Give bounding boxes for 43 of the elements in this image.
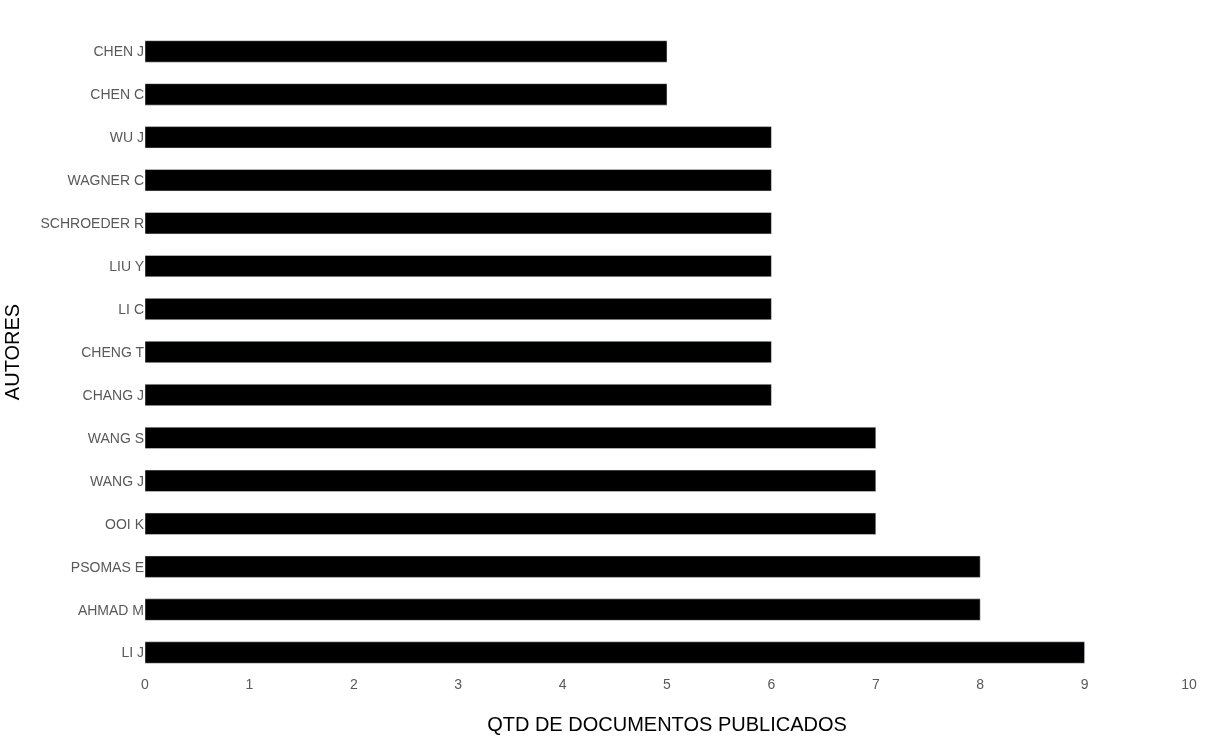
x-tick-label: 3 [454,676,463,692]
y-tick-label: AHMAD M [77,601,144,618]
bar [145,298,772,321]
y-tick-label: WAGNER C [67,172,144,189]
bar [145,212,772,235]
bar [145,598,981,621]
y-tick-label: LIU Y [109,258,145,275]
y-tick-label: WANG J [90,472,144,489]
x-tick-label: 5 [663,676,672,692]
y-axis-title: AUTORES [1,303,24,401]
bar [145,641,1085,664]
y-tick-label: CHEN J [93,43,144,60]
x-axis-title: QTD DE DOCUMENTOS PUBLICADOS [487,712,847,735]
y-tick-label: WANG S [87,429,144,446]
bar [145,341,772,363]
y-tick-label: CHENG T [81,343,145,360]
x-tick-label: 2 [349,676,358,692]
y-tick-label: CHANG J [82,386,144,403]
bar [145,40,668,63]
y-tick-label: WU J [109,129,144,146]
x-tick-label: 7 [871,676,880,692]
bar [145,83,668,106]
x-tick-label: 1 [245,676,254,692]
bar [145,126,772,149]
bar [145,426,877,449]
bar [145,169,772,192]
y-tick-label: LI J [121,644,144,661]
bar [145,255,772,278]
x-tick-label: 10 [1181,676,1197,692]
x-tick-label: 6 [767,676,776,692]
y-tick-label: SCHROEDER R [40,215,144,232]
y-tick-label: OOI K [105,515,145,532]
x-tick-label: 9 [1080,676,1089,692]
x-tick-label: 8 [976,676,985,692]
bar [145,512,877,535]
x-tick-label: 0 [141,676,150,692]
bar [145,555,981,578]
bar [145,383,772,406]
x-tick-label: 4 [558,676,567,692]
bar [145,469,877,492]
y-tick-label: LI C [118,300,144,317]
y-tick-label: CHEN C [90,86,144,103]
y-tick-label: PSOMAS E [70,558,144,575]
